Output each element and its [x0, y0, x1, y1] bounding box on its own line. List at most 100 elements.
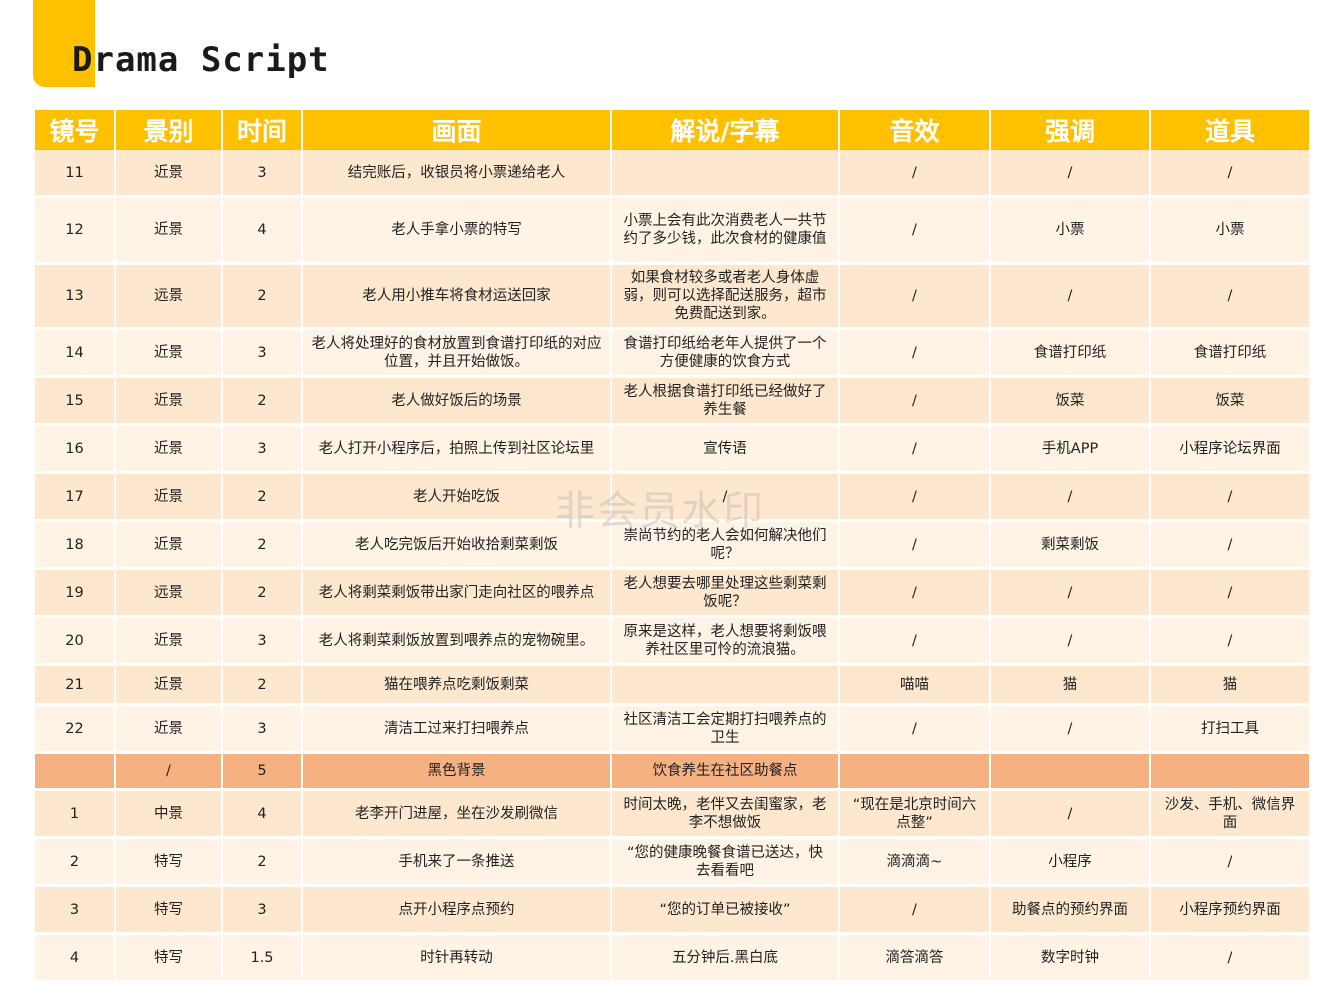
cell-shot-no: 12 — [35, 198, 114, 265]
cell-shot-size: 近景 — [116, 522, 221, 570]
header-props: 道具 — [1151, 110, 1309, 150]
cell-props: 沙发、手机、微信界面 — [1151, 791, 1309, 839]
cell-shot-size: 远景 — [116, 570, 221, 618]
cell-emphasis: 数字时钟 — [991, 935, 1149, 983]
header-shot-size: 景别 — [116, 110, 221, 150]
cell-emphasis: 助餐点的预约界面 — [991, 887, 1149, 935]
table-row: 18 近景 2 老人吃完饭后开始收拾剩菜剩饭 崇尚节约的老人会如何解决他们呢？ / 剩菜剩饭… — [35, 522, 1309, 570]
cell-emphasis: / — [991, 618, 1149, 666]
cell-narration: 五分钟后.黑白底 — [612, 935, 838, 983]
cell-emphasis: 小票 — [991, 198, 1149, 265]
cell-narration: 社区清洁工会定期打扫喂养点的卫生 — [612, 706, 838, 754]
table-row: 21 近景 2 猫在喂养点吃剩饭剩菜 喵喵猫猫 — [35, 666, 1309, 706]
cell-narration: 原来是这样，老人想要将剩饭喂养社区里可怜的流浪猫。 — [612, 618, 838, 666]
cell-sound: 滴滴滴~ — [840, 839, 989, 887]
cell-shot-no: 3 — [35, 887, 114, 935]
cell-scene: 老人做好饭后的场景 — [303, 378, 610, 426]
cell-shot-size: 特写 — [116, 887, 221, 935]
cell-narration: 老人想要去哪里处理这些剩菜剩饭呢？ — [612, 570, 838, 618]
cell-scene: 老人将剩菜剩饭放置到喂养点的宠物碗里。 — [303, 618, 610, 666]
cell-emphasis: 猫 — [991, 666, 1149, 706]
title-accent-block — [33, 0, 95, 87]
header-shot-no: 镜号 — [35, 110, 114, 150]
cell-sound: / — [840, 618, 989, 666]
cell-shot-no: 17 — [35, 474, 114, 522]
cell-shot-no: 19 — [35, 570, 114, 618]
cell-sound: / — [840, 474, 989, 522]
header-emphasis: 强调 — [991, 110, 1149, 150]
cell-scene: 老人手拿小票的特写 — [303, 198, 610, 265]
cell-narration: “您的订单已被接收” — [612, 887, 838, 935]
cell-shot-no: 11 — [35, 150, 114, 198]
cell-shot-size: 特写 — [116, 935, 221, 983]
cell-duration: 3 — [223, 618, 301, 666]
cell-shot-no: 2 — [35, 839, 114, 887]
script-table: 镜号 景别 时间 画面 解说/字幕 音效 强调 道具 11 近景 3 结完账后，收银员将小票递给老人… — [33, 110, 1311, 983]
cell-shot-size: / — [116, 754, 221, 791]
cell-shot-size: 近景 — [116, 706, 221, 754]
table-row: 22 近景 3 清洁工过来打扫喂养点 社区清洁工会定期打扫喂养点的卫生 / / 打扫工具 — [35, 706, 1309, 754]
cell-narration: / — [612, 474, 838, 522]
cell-shot-no: 13 — [35, 265, 114, 330]
cell-duration: 2 — [223, 666, 301, 706]
cell-duration: 5 — [223, 754, 301, 791]
cell-narration: 小票上会有此次消费老人一共节约了多少钱，此次食材的健康值 — [612, 198, 838, 265]
cell-shot-size: 远景 — [116, 265, 221, 330]
cell-narration: 时间太晚，老伴又去闺蜜家，老李不想做饭 — [612, 791, 838, 839]
table-row: 19 远景 2 老人将剩菜剩饭带出家门走向社区的喂养点 老人想要去哪里处理这些剩菜剩饭呢… — [35, 570, 1309, 618]
cell-props: 猫 — [1151, 666, 1309, 706]
cell-sound: 喵喵 — [840, 666, 989, 706]
cell-shot-no: 18 — [35, 522, 114, 570]
cell-props: / — [1151, 618, 1309, 666]
cell-props: 小程序预约界面 — [1151, 887, 1309, 935]
cell-scene: 老人将处理好的食材放置到食谱打印纸的对应位置，并且开始做饭。 — [303, 330, 610, 378]
cell-narration: 崇尚节约的老人会如何解决他们呢？ — [612, 522, 838, 570]
header-sound: 音效 — [840, 110, 989, 150]
cell-props: / — [1151, 474, 1309, 522]
table-row: 20 近景 3 老人将剩菜剩饭放置到喂养点的宠物碗里。 原来是这样，老人想要将剩饭喂养社… — [35, 618, 1309, 666]
cell-scene: 点开小程序点预约 — [303, 887, 610, 935]
cell-props: / — [1151, 935, 1309, 983]
cell-duration: 3 — [223, 150, 301, 198]
cell-shot-size: 近景 — [116, 378, 221, 426]
cell-shot-no: 15 — [35, 378, 114, 426]
cell-scene: 猫在喂养点吃剩饭剩菜 — [303, 666, 610, 706]
cell-props: 食谱打印纸 — [1151, 330, 1309, 378]
cell-duration: 2 — [223, 474, 301, 522]
cell-sound: / — [840, 265, 989, 330]
cell-narration: 饮食养生在社区助餐点 — [612, 754, 838, 791]
cell-shot-no — [35, 754, 114, 791]
cell-duration: 1.5 — [223, 935, 301, 983]
cell-props: / — [1151, 265, 1309, 330]
cell-emphasis: 食谱打印纸 — [991, 330, 1149, 378]
cell-props: / — [1151, 839, 1309, 887]
cell-scene: 黑色背景 — [303, 754, 610, 791]
cell-scene: 老人将剩菜剩饭带出家门走向社区的喂养点 — [303, 570, 610, 618]
cell-shot-no: 1 — [35, 791, 114, 839]
cell-props: / — [1151, 522, 1309, 570]
table-row: 3 特写 3 点开小程序点预约 “您的订单已被接收” / 助餐点的预约界面 小程序预约界面 — [35, 887, 1309, 935]
cell-shot-size: 近景 — [116, 198, 221, 265]
header-row: 镜号 景别 时间 画面 解说/字幕 音效 强调 道具 — [35, 110, 1309, 150]
table-row: 1 中景 4 老李开门进屋，坐在沙发刷微信 时间太晚，老伴又去闺蜜家，老李不想做饭 “现在… — [35, 791, 1309, 839]
cell-narration — [612, 150, 838, 198]
cell-shot-size: 近景 — [116, 150, 221, 198]
cell-scene: 结完账后，收银员将小票递给老人 — [303, 150, 610, 198]
cell-narration — [612, 666, 838, 706]
cell-narration: 宣传语 — [612, 426, 838, 474]
cell-shot-size: 近景 — [116, 618, 221, 666]
cell-scene: 老人开始吃饭 — [303, 474, 610, 522]
table-row: 4 特写 1.5 时针再转动 五分钟后.黑白底 滴答滴答 数字时钟 / — [35, 935, 1309, 983]
cell-shot-size: 近景 — [116, 330, 221, 378]
cell-props: / — [1151, 570, 1309, 618]
cell-sound: / — [840, 378, 989, 426]
cell-sound: / — [840, 570, 989, 618]
cell-narration: “您的健康晚餐食谱已送达，快去看看吧 — [612, 839, 838, 887]
cell-sound: / — [840, 198, 989, 265]
section-divider-row: /5 黑色背景 饮食养生在社区助餐点 — [35, 754, 1309, 791]
cell-props: / — [1151, 150, 1309, 198]
cell-props: 饭菜 — [1151, 378, 1309, 426]
table-body: 11 近景 3 结完账后，收银员将小票递给老人 / //12 近景 4 老人手拿小票的特写 小票上… — [35, 150, 1309, 983]
cell-emphasis: 手机APP — [991, 426, 1149, 474]
header-narration: 解说/字幕 — [612, 110, 838, 150]
